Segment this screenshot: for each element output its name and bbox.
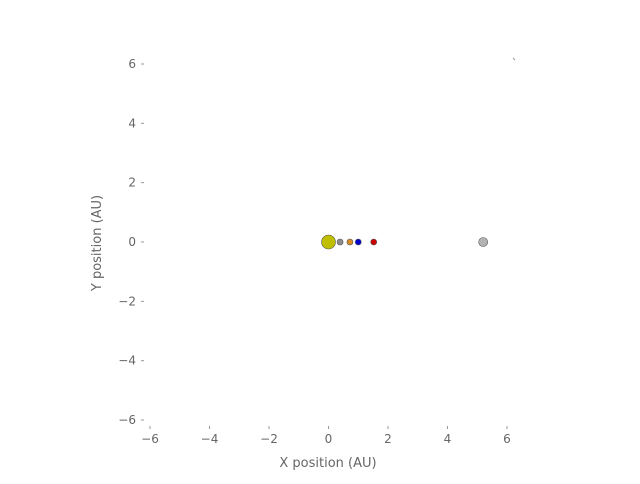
x-axis-ticks: −6 −4 −2 0 2 4 6 — [141, 426, 511, 446]
corner-tick-mark — [512, 57, 516, 61]
y-axis-ticks: −6 −4 −2 0 2 4 6 — [118, 57, 516, 427]
data-point — [321, 234, 336, 250]
y-axis-label: Y position (AU) — [90, 195, 105, 292]
y-tick-label: −2 — [118, 294, 136, 308]
data-points — [321, 234, 489, 250]
x-tick-label: −4 — [201, 432, 219, 446]
x-tick-label: 2 — [384, 432, 392, 446]
y-tick-label: −6 — [118, 413, 136, 427]
y-tick-label: 0 — [128, 235, 136, 249]
y-tick-label: −4 — [118, 354, 136, 368]
y-tick-label: 6 — [128, 57, 136, 71]
data-point — [346, 238, 354, 246]
x-tick-label: 4 — [444, 432, 452, 446]
x-tick-label: −6 — [141, 432, 159, 446]
data-point — [478, 237, 489, 247]
y-tick-label: 2 — [128, 176, 136, 190]
data-point — [336, 238, 344, 246]
x-tick-label: −2 — [260, 432, 278, 446]
x-axis-label: X position (AU) — [279, 456, 376, 471]
data-point — [370, 238, 378, 246]
data-point — [354, 238, 362, 246]
x-tick-label: 6 — [503, 432, 511, 446]
x-tick-label: 0 — [325, 432, 333, 446]
y-tick-label: 4 — [128, 116, 136, 130]
